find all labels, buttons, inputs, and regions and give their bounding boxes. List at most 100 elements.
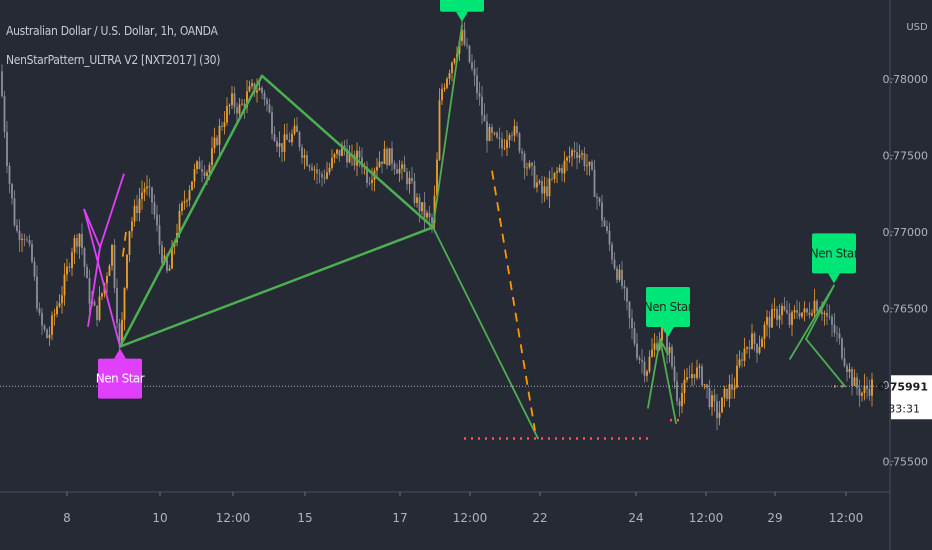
nen-star-label: Nen Star (644, 286, 693, 337)
candle-body (236, 107, 238, 114)
candle-body (38, 308, 41, 313)
candle-body (123, 288, 126, 320)
candle-body (651, 349, 653, 357)
candle-body (751, 333, 753, 349)
pattern-line-magenta (83, 208, 101, 248)
candle-body (528, 162, 531, 168)
candle-body (311, 167, 313, 171)
candle-body (136, 205, 138, 214)
candle-body (776, 309, 778, 320)
candle-body (343, 145, 346, 149)
candle-body (586, 165, 588, 167)
candle-body (521, 151, 523, 154)
pattern-line-green (805, 338, 846, 388)
candle-body (591, 161, 593, 170)
time-tick-label: 12:00 (216, 511, 251, 525)
candle-body (41, 312, 43, 326)
candle-body (183, 201, 186, 203)
candle-body (191, 181, 193, 191)
candle-body (138, 198, 141, 214)
candle-body (621, 269, 623, 286)
candle-body (858, 388, 861, 396)
candle-body (526, 167, 528, 169)
candle-body (701, 366, 703, 386)
candle-body (148, 186, 151, 188)
candle-body (431, 217, 433, 224)
nen-star-label: Nen Star (440, 0, 484, 22)
candle-body (376, 166, 378, 171)
candle-body (846, 365, 848, 372)
time-tick-label: 10 (152, 511, 167, 525)
candle-body (788, 312, 791, 325)
candle-body (866, 385, 868, 390)
candle-body (161, 245, 163, 264)
candle-body (21, 238, 23, 241)
candle-body (268, 104, 271, 113)
time-tick-label: 12:00 (829, 511, 864, 525)
candle-body (686, 377, 688, 380)
candle-body (633, 328, 636, 344)
candle-body (201, 169, 203, 172)
candle-body (86, 266, 88, 279)
candle-body (798, 312, 801, 317)
candles (1, 18, 873, 431)
candle-body (773, 309, 776, 310)
price-axis-bg (890, 0, 932, 550)
candle-body (856, 377, 858, 389)
candle-body (478, 93, 481, 97)
candle-body (193, 169, 196, 182)
candle-body (418, 197, 421, 212)
pattern-line-green (118, 74, 264, 348)
candle-body (141, 192, 143, 199)
candle-body (708, 387, 711, 408)
candle-body (641, 359, 643, 362)
candle-body (288, 139, 291, 143)
candle-body (413, 181, 416, 203)
candle-body (738, 359, 741, 366)
candle-body (46, 329, 48, 338)
candle-body (336, 149, 338, 155)
candle-body (251, 83, 253, 87)
candle-body (721, 397, 723, 413)
candle-body (476, 75, 478, 94)
candle-body (541, 181, 543, 194)
pattern-line-green (260, 74, 435, 229)
candle-body (861, 392, 863, 396)
candle-body (396, 169, 398, 174)
candle-body (473, 68, 476, 76)
candle-body (536, 182, 538, 188)
candle-body (366, 166, 368, 183)
candle-body (603, 220, 606, 227)
candle-body (53, 314, 56, 316)
candle-body (203, 171, 206, 176)
candle-body (826, 312, 828, 317)
candle-body (88, 278, 91, 304)
candle-body (128, 231, 131, 255)
candle-body (698, 366, 701, 368)
candle-body (511, 135, 513, 137)
pattern-line-magenta (99, 173, 125, 248)
candle-body (611, 244, 613, 260)
candle-body (221, 125, 223, 127)
candle-body (491, 126, 493, 133)
candle-body (208, 165, 211, 173)
candle-body (733, 387, 736, 390)
pattern-line-green (432, 24, 463, 229)
candle-body (403, 164, 406, 172)
candle-body (618, 269, 621, 280)
candle-body (398, 168, 401, 174)
candle-body (656, 343, 658, 350)
candle-body (506, 140, 508, 148)
candle-body (711, 395, 713, 408)
time-tick-label: 22 (532, 511, 547, 525)
candle-body (706, 384, 708, 388)
candle-body (248, 86, 251, 92)
candle-body (421, 202, 423, 212)
candle-body (108, 265, 111, 277)
candle-body (598, 197, 601, 203)
candle-body (571, 150, 573, 157)
pattern-line-green (118, 226, 435, 348)
candle-body (623, 285, 626, 289)
candle-body (728, 384, 731, 399)
